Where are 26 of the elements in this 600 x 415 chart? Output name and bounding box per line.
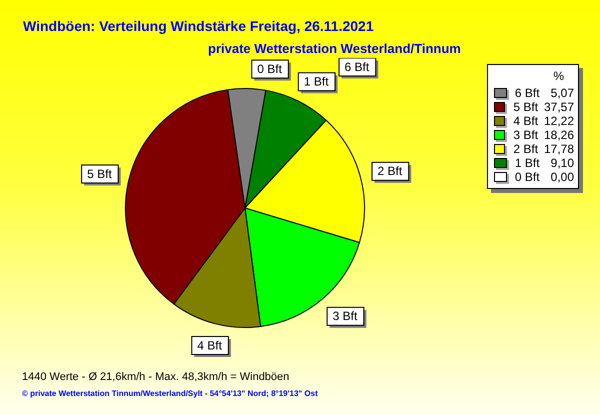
text: 0,00: [550, 170, 574, 184]
chart-title: Windböen: Verteilung Windstärke Freitag, 26.11.2021: [23, 18, 374, 34]
data-label: 18,26: [544, 128, 574, 142]
slice-label: 5 Bft: [87, 166, 112, 181]
slice-label: 1 Bft: [304, 74, 330, 89]
data-label: 12,22: [544, 114, 574, 128]
legend-label: 5 Bft: [513, 100, 540, 114]
category-label: 6 Bft: [344, 60, 370, 74]
legend-label: 3 Bft: [513, 128, 540, 142]
data-label: 37,57: [544, 100, 574, 114]
category-label: 0 Bft: [257, 62, 282, 76]
chart-subtitle: private Wetterstation Westerland/Tinnum: [208, 41, 461, 56]
legend-label: 6 Bft: [514, 86, 541, 100]
slice-label: 3 Bft: [332, 309, 358, 324]
data-label: 9,10: [550, 156, 574, 170]
legend-label: 0 Bft: [514, 170, 541, 184]
text: © private Wetterstation Tinnum/Westerland/Sylt - 54°54'13" Nord; 8°19'13" Ost: [22, 389, 318, 398]
slice-label: 2 Bft: [378, 164, 403, 178]
text: 1440 Werte - Ø 21,6km/h - Max. 48,3km/h = Windböen: [22, 371, 290, 383]
legend-title: %: [552, 69, 565, 83]
legend-label: 2 Bft: [513, 142, 540, 156]
legend-label: 4 Bft: [513, 114, 540, 128]
legend-label: 1 Bft: [514, 156, 541, 170]
data-label: 5,07: [550, 86, 574, 100]
slice-label: 4 Bft: [197, 338, 223, 352]
data-label: 17,78: [544, 142, 574, 156]
